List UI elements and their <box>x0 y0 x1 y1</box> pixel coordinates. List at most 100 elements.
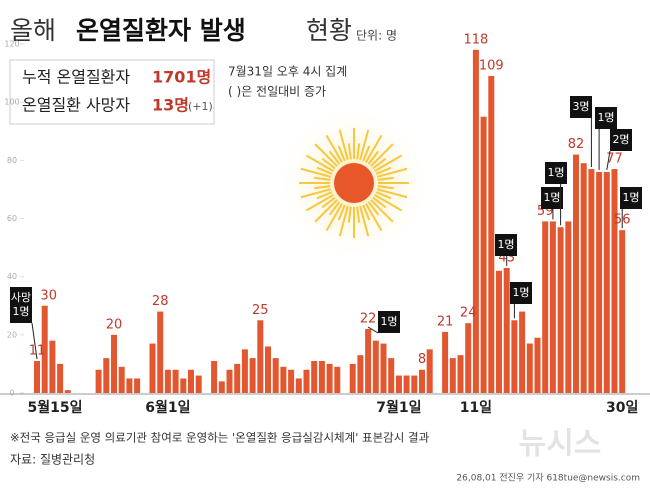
bar <box>449 358 456 393</box>
sun-ray <box>321 196 336 209</box>
x-tick-label: 6월1일 <box>145 399 190 416</box>
bar <box>234 363 241 393</box>
bar <box>542 221 549 393</box>
note: 7월31일 오후 4시 집계 <box>228 65 347 79</box>
callout-box <box>570 96 592 118</box>
data-label: 30 <box>40 288 57 303</box>
sun-ray <box>374 154 403 172</box>
bar <box>357 355 364 393</box>
bar <box>442 331 449 393</box>
bar <box>280 366 287 393</box>
sun-ray <box>337 204 346 221</box>
bar <box>426 349 433 393</box>
bar <box>149 343 156 393</box>
callout-text: 3명 <box>572 100 589 113</box>
callout-line <box>31 322 38 360</box>
callout-text: 1명 <box>380 315 397 328</box>
sun-ray <box>359 205 370 237</box>
sun-ray <box>316 166 333 175</box>
bar <box>57 363 64 393</box>
data-label: 28 <box>152 294 169 309</box>
callout-text: 1명 <box>497 238 514 251</box>
sun-ray <box>375 191 392 200</box>
sun-ray <box>365 203 383 232</box>
bar <box>295 378 302 393</box>
callout-box <box>620 187 642 209</box>
footer-note: ※전국 응급실 운영 의료기관 참여로 운영하는 '온열질환 응급실감시체계' … <box>10 431 430 445</box>
sun-ray <box>328 150 341 165</box>
sun-ray <box>314 143 338 167</box>
sun-ray <box>359 129 370 161</box>
bar <box>272 358 279 393</box>
bar <box>249 358 256 393</box>
bar <box>365 329 372 393</box>
data-label: 118 <box>463 32 488 47</box>
callout-box <box>10 287 32 323</box>
sun-ray <box>325 203 343 232</box>
callout-box <box>495 234 517 256</box>
callout-line <box>367 326 379 334</box>
bar <box>172 369 179 393</box>
sun-ray <box>375 166 392 175</box>
callout-box <box>545 162 567 184</box>
sun-ray <box>338 205 349 237</box>
sun-ray <box>338 129 349 161</box>
bar <box>188 369 194 393</box>
x-tick-label: 7월1일 <box>376 399 421 416</box>
bar <box>349 363 356 393</box>
y-tick-label: 120 <box>4 40 19 49</box>
sun-ray <box>325 134 343 163</box>
sun-ray <box>376 167 408 178</box>
bar <box>457 355 464 393</box>
bar <box>580 163 587 393</box>
title-main: 온열질환자 발생 <box>76 16 246 45</box>
sun-ray <box>376 188 408 199</box>
bar <box>34 361 40 393</box>
y-tick-label: 0 <box>9 389 14 398</box>
bar <box>211 361 218 393</box>
sun-ray <box>362 145 371 162</box>
data-label: 21 <box>437 314 454 329</box>
x-tick-label: 11일 <box>460 400 492 416</box>
bar <box>488 75 495 393</box>
death-value: 13명 <box>152 96 189 115</box>
data-label: 24 <box>460 306 477 321</box>
sun-ray <box>300 188 332 199</box>
cum-value: 1701명 <box>152 68 211 87</box>
bar <box>157 311 164 393</box>
sun-ray <box>367 201 380 216</box>
bar <box>503 267 510 393</box>
bar <box>603 171 610 393</box>
sun-ray <box>305 154 334 172</box>
callout-text: 1명 <box>547 166 564 179</box>
bar <box>257 320 264 393</box>
sun-ray <box>356 206 361 223</box>
sun-ray <box>316 191 333 200</box>
sun-ray <box>328 201 341 216</box>
y-tick-label: 100 <box>4 98 19 107</box>
summary-box <box>9 59 215 125</box>
bar <box>465 323 472 393</box>
bar <box>118 366 125 393</box>
sun-ray <box>305 194 334 212</box>
data-label: 77 <box>606 152 623 167</box>
cum-label: 누적 온열질환자 <box>22 68 130 87</box>
sun-ray <box>321 157 336 170</box>
callout-box <box>510 282 532 304</box>
bar <box>41 305 48 393</box>
sun-ray <box>347 143 352 160</box>
data-label: 8 <box>418 352 426 367</box>
bar <box>95 369 102 393</box>
sun-ray <box>377 176 394 181</box>
source: 자료: 질병관리청 <box>10 453 95 467</box>
bar <box>265 346 271 393</box>
death-label: 온열질환 사망자 <box>22 96 130 115</box>
bar <box>334 366 341 393</box>
data-label: 25 <box>252 303 269 318</box>
bar <box>372 340 379 393</box>
note: ( )은 전일대비 증가 <box>228 85 326 99</box>
x-tick-label: 30일 <box>606 400 638 416</box>
bar <box>565 221 572 393</box>
sun-ray <box>370 143 394 167</box>
bar <box>111 334 117 393</box>
